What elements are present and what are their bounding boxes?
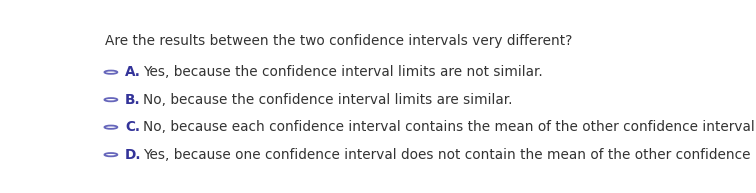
Text: C.: C. — [125, 120, 140, 134]
Text: A.: A. — [125, 65, 141, 79]
Text: No, because the confidence interval limits are similar.: No, because the confidence interval limi… — [143, 93, 512, 107]
Text: D.: D. — [125, 148, 141, 162]
Text: No, because each confidence interval contains the mean of the other confidence i: No, because each confidence interval con… — [143, 120, 756, 134]
Text: Yes, because one confidence interval does not contain the mean of the other conf: Yes, because one confidence interval doe… — [143, 148, 756, 162]
Text: Yes, because the confidence interval limits are not similar.: Yes, because the confidence interval lim… — [143, 65, 542, 79]
Text: Are the results between the two confidence intervals very different?: Are the results between the two confiden… — [105, 34, 572, 47]
Text: B.: B. — [125, 93, 141, 107]
